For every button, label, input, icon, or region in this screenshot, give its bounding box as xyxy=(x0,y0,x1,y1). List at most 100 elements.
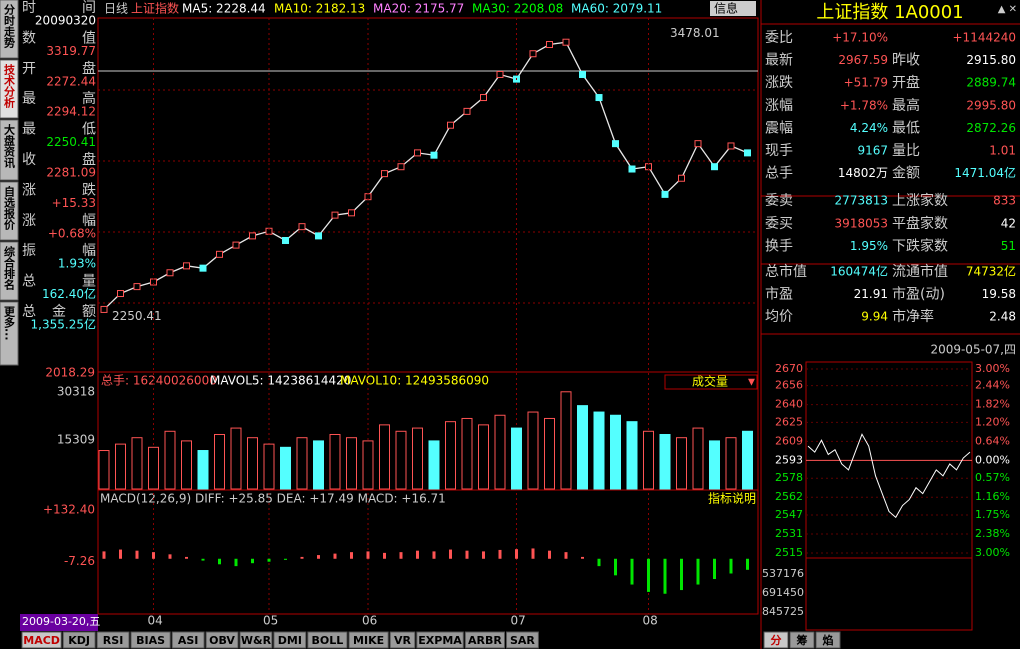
volume-bar xyxy=(230,427,242,490)
close-marker xyxy=(348,209,355,217)
side-tab[interactable]: 综合排名 xyxy=(3,245,16,291)
quote-label: 涨幅 xyxy=(765,98,793,114)
selector-box[interactable] xyxy=(664,374,758,390)
indicator-tab[interactable]: BOLL xyxy=(312,634,344,647)
quote-value: +17.10% xyxy=(832,31,888,45)
side-tab[interactable]: 大盘资讯 xyxy=(3,123,16,169)
macd-axis-label: -7.26 xyxy=(64,554,95,568)
quote-value: 2.48 xyxy=(989,310,1016,324)
volume-bar xyxy=(461,417,473,490)
indicator-tab[interactable]: SAR xyxy=(510,634,535,647)
indicator-tab-bg[interactable] xyxy=(389,631,416,649)
side-tab[interactable]: 自选报价 xyxy=(3,185,16,231)
indicator-tab[interactable]: OBV xyxy=(209,634,235,647)
quote-value: 2915.80 xyxy=(966,53,1016,67)
mini-tab[interactable]: 焰 xyxy=(823,633,834,647)
close-marker xyxy=(298,223,306,231)
mini-tab-bg[interactable] xyxy=(815,631,841,649)
indicator-tab-bg[interactable] xyxy=(273,631,307,649)
indicator-tab-bg[interactable] xyxy=(130,631,171,649)
indicator-tab-bg[interactable] xyxy=(239,631,273,649)
mini-axis-label: 2593 xyxy=(775,453,803,466)
info-button-bg[interactable] xyxy=(710,1,756,16)
indicator-tab[interactable]: VR xyxy=(394,634,412,647)
mini-tab[interactable]: 筹 xyxy=(797,633,808,647)
indicator-tab[interactable]: ASI xyxy=(178,634,199,647)
quote-label: 最新 xyxy=(765,53,793,69)
mini-axis-label: 2515 xyxy=(775,546,803,559)
close-marker xyxy=(612,140,619,148)
macd-help[interactable]: 指标说明 xyxy=(708,491,756,506)
indicator-tab-bg[interactable] xyxy=(416,631,464,649)
side-tab-bg[interactable] xyxy=(0,241,19,301)
mini-volume-label: 691450 xyxy=(762,586,804,599)
month-label: 07 xyxy=(511,614,526,628)
indicator-tab[interactable]: BIAS xyxy=(136,634,165,647)
mini-pct-label: 3.00% xyxy=(975,362,1010,375)
indicator-tab[interactable]: RSI xyxy=(103,634,124,647)
indicator-tab[interactable]: EXPMA xyxy=(418,634,462,647)
volume-bar xyxy=(610,414,621,490)
indicator-tab-bg[interactable] xyxy=(62,631,96,649)
side-tab-bg[interactable] xyxy=(0,301,19,366)
side-tab-bg[interactable] xyxy=(0,119,19,181)
volume-bar xyxy=(164,430,176,490)
info-value: 1.93% xyxy=(58,257,96,271)
info-value: 20090320 xyxy=(35,14,96,28)
volume-bar xyxy=(98,450,110,490)
window-controls[interactable]: ▲ ✕ xyxy=(998,4,1017,15)
indicator-tab[interactable]: MIKE xyxy=(353,634,384,647)
mini-volume-label: 845725 xyxy=(762,605,804,618)
mini-axis-label: 2640 xyxy=(775,398,803,411)
indicator-tab[interactable]: DMI xyxy=(278,634,302,647)
indicator-tab[interactable]: MACD xyxy=(23,634,60,647)
side-tab-bg[interactable] xyxy=(0,59,19,119)
volume-bar xyxy=(214,433,225,490)
volume-selector[interactable]: 成交量 xyxy=(692,374,728,389)
mini-axis-label: 2670 xyxy=(775,362,803,375)
quote-label: 涨跌 xyxy=(765,75,793,91)
quote-value: 4.24% xyxy=(850,121,888,135)
volume-bar xyxy=(131,437,143,490)
indicator-tab-bg[interactable] xyxy=(21,631,62,649)
mini-axis-label: 2656 xyxy=(775,379,803,392)
side-tab[interactable]: 更多... xyxy=(3,306,16,341)
indicator-tab-bg[interactable] xyxy=(307,631,348,649)
month-label: 08 xyxy=(643,614,658,628)
dropdown-arrow[interactable]: ▼ xyxy=(748,378,755,388)
volume-bar xyxy=(742,430,753,490)
volume-bar xyxy=(692,427,704,490)
side-tab[interactable]: 技术分析 xyxy=(3,63,17,109)
indicator-tab-bg[interactable] xyxy=(171,631,205,649)
quote-value: 2872.26 xyxy=(966,121,1016,135)
quote-value: 2773813 xyxy=(835,194,888,208)
side-tab[interactable]: 分时走势 xyxy=(3,3,17,49)
mini-tab-bg[interactable] xyxy=(789,631,815,649)
indicator-tab[interactable]: KDJ xyxy=(68,634,90,647)
side-tab-bg[interactable] xyxy=(0,0,19,59)
mini-axis-label: 2609 xyxy=(775,434,803,447)
close-marker xyxy=(463,107,471,115)
info-value: 2281.09 xyxy=(46,166,96,180)
indicator-tab-bg[interactable] xyxy=(96,631,130,649)
mini-tab[interactable]: 分 xyxy=(771,633,782,647)
current-date: 2009-03-20,五 xyxy=(22,615,100,628)
quote-value: 1471.04亿 xyxy=(954,165,1016,180)
info-value: 1,355.25亿 xyxy=(31,317,96,332)
close-marker xyxy=(199,264,207,272)
close-marker xyxy=(249,232,256,240)
indicator-tab-bg[interactable] xyxy=(205,631,239,649)
indicator-tab-bg[interactable] xyxy=(506,631,539,649)
indicator-tab-bg[interactable] xyxy=(464,631,505,649)
quote-label: 换手 xyxy=(765,237,793,254)
close-marker xyxy=(216,250,223,258)
side-tab-bg[interactable] xyxy=(0,181,19,241)
volume-bar xyxy=(527,411,539,490)
quote-value: 833 xyxy=(993,194,1016,208)
volume-bar xyxy=(296,437,308,490)
info-button[interactable]: 信息 xyxy=(714,1,738,16)
mini-tab-bg[interactable] xyxy=(763,631,789,649)
indicator-tab-bg[interactable] xyxy=(348,631,389,649)
indicator-tab[interactable]: ARBR xyxy=(468,634,502,647)
indicator-tab[interactable]: W&R xyxy=(241,634,272,647)
